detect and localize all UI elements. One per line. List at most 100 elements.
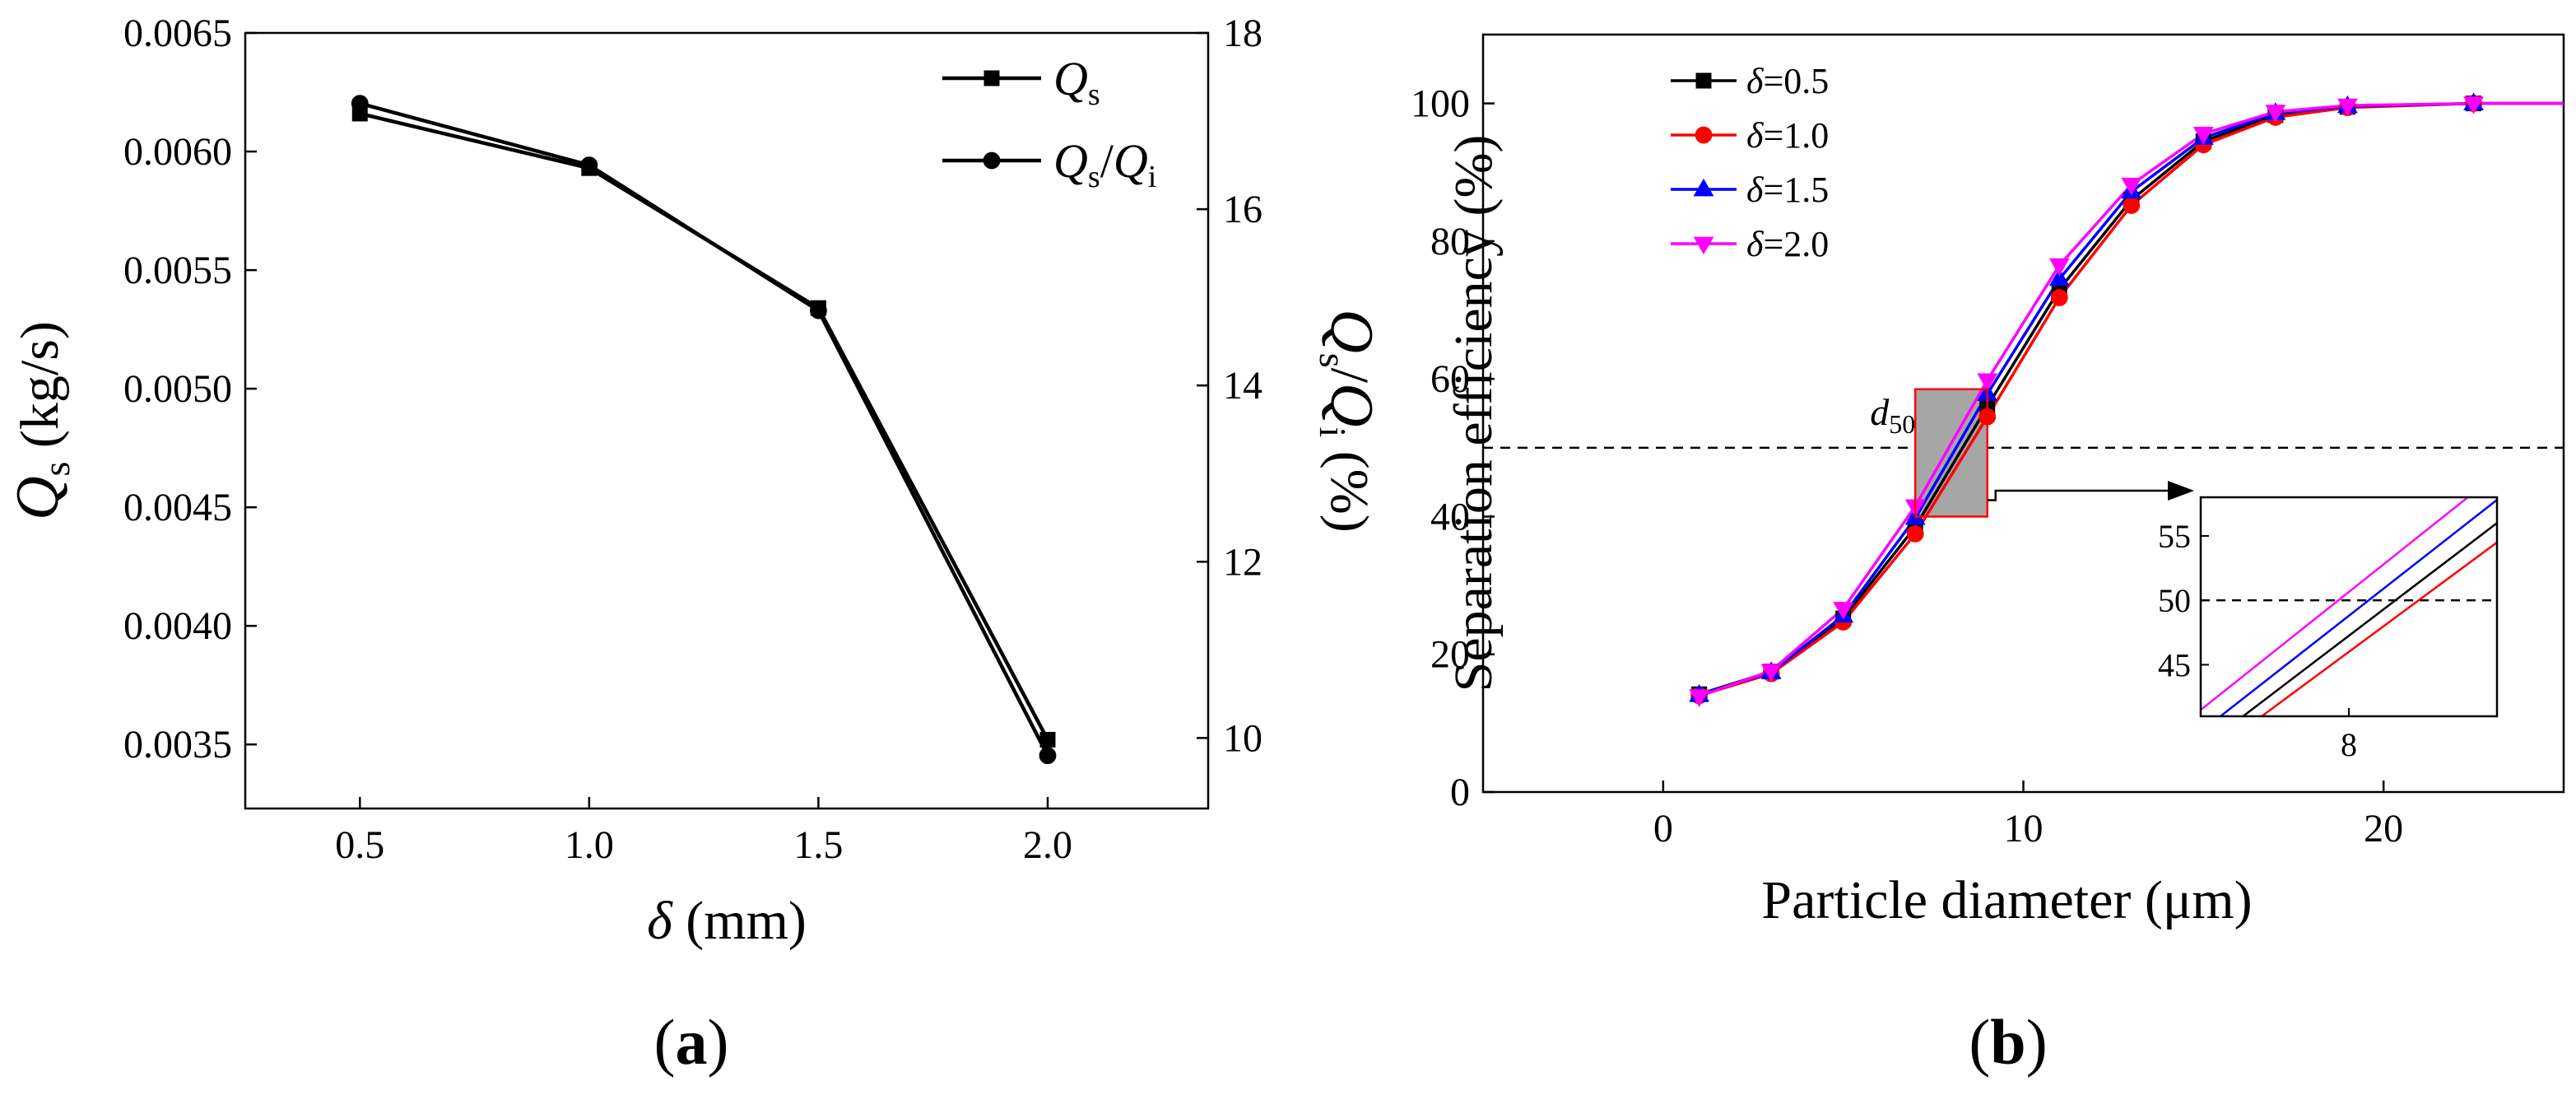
panel-label-paren: ) bbox=[2026, 1006, 2048, 1078]
legend-symbol: Q bbox=[1114, 134, 1148, 188]
data-point bbox=[2123, 197, 2141, 214]
y-axis-label-symbol: Q bbox=[4, 476, 72, 520]
y2-tick-label: 18 bbox=[1223, 12, 1262, 55]
legend-slash: / bbox=[1100, 134, 1114, 188]
legend-label: δ=1.5 bbox=[1746, 170, 1829, 210]
legend-label: Qs bbox=[1053, 52, 1100, 112]
x-axis-label: δ (mm) bbox=[647, 891, 807, 951]
legend-marker bbox=[983, 151, 1001, 170]
data-point bbox=[1760, 664, 1782, 682]
y2-axis-label-slash: / bbox=[1319, 368, 1379, 384]
y-tick-label: 0.0045 bbox=[123, 486, 232, 529]
legend-symbol: Q bbox=[1053, 52, 1088, 105]
series-group bbox=[1689, 92, 2564, 707]
inset-background bbox=[2201, 497, 2497, 716]
y2-axis-label: Qs/Qi (%) bbox=[1312, 309, 1385, 532]
y-tick-label: 20 bbox=[1430, 633, 1470, 677]
data-point bbox=[2265, 105, 2286, 123]
y2-axis-label-subscript: s bbox=[1312, 353, 1354, 368]
legend-subscript: s bbox=[1088, 160, 1100, 194]
panel-label: (a) bbox=[654, 1006, 729, 1078]
legend-value: =1.5 bbox=[1763, 170, 1829, 210]
data-point bbox=[1906, 524, 1924, 543]
legend-subscript: s bbox=[1088, 77, 1100, 112]
y2-axis-label-unit: (%) bbox=[1319, 437, 1379, 532]
data-point bbox=[2121, 177, 2142, 196]
legend-label: Qs/Qi bbox=[1053, 134, 1156, 194]
legend-marker bbox=[1693, 178, 1714, 197]
y-tick-label: 0.0035 bbox=[123, 723, 232, 766]
inset-x-tick-label: 8 bbox=[2341, 726, 2357, 763]
reference-label-symbol: d bbox=[1870, 391, 1890, 433]
y2-tick-label: 10 bbox=[1223, 716, 1262, 760]
y-tick-label: 0.0040 bbox=[123, 604, 232, 648]
reference-label-subscript: 50 bbox=[1889, 409, 1915, 439]
legend-marker bbox=[1695, 126, 1713, 144]
panel-label-letter: a bbox=[676, 1006, 708, 1078]
y2-axis-label-symbol: Q bbox=[1318, 309, 1385, 352]
y2-tick-label: 16 bbox=[1223, 188, 1262, 231]
legend-label: δ=0.5 bbox=[1746, 61, 1829, 101]
chart-a: 0.5 1.0 1.5 2.0 0.0035 0.0040 0.0045 0.0050 0.00… bbox=[4, 12, 1385, 1078]
y2-tick-label: 12 bbox=[1223, 540, 1262, 584]
y-axis-label: Qs (kg/s) bbox=[4, 321, 77, 520]
legend-symbol: δ bbox=[1746, 61, 1765, 101]
x-tick-label: 0.5 bbox=[335, 823, 384, 867]
data-point bbox=[1039, 747, 1057, 765]
series-line bbox=[359, 101, 1050, 757]
data-point bbox=[2337, 98, 2358, 117]
y-tick-label: 0 bbox=[1450, 771, 1470, 814]
legend-value: =2.0 bbox=[1763, 224, 1829, 264]
series-line bbox=[1699, 101, 2564, 698]
panel-label-paren: ( bbox=[1969, 1006, 1990, 1078]
x-tick-label: 20 bbox=[2364, 807, 2403, 850]
x-axis-label: Particle diameter (μm) bbox=[1761, 870, 2252, 930]
panel-label-paren: ) bbox=[708, 1006, 729, 1078]
data-point bbox=[1689, 689, 1710, 707]
legend-value: =1.0 bbox=[1763, 115, 1829, 156]
x-tick-label: 10 bbox=[2004, 807, 2044, 850]
data-point bbox=[810, 301, 827, 319]
panel-label-paren: ( bbox=[654, 1006, 676, 1078]
plot-frame bbox=[244, 31, 1210, 810]
legend-symbol: Q bbox=[1053, 134, 1088, 188]
data-point bbox=[1833, 602, 1854, 620]
series-line bbox=[359, 111, 1049, 741]
inset-y-tick-label: 45 bbox=[2158, 646, 2191, 683]
data-point bbox=[580, 156, 598, 174]
legend-marker bbox=[983, 70, 1000, 86]
y2-axis-label-subscript: i bbox=[1312, 426, 1354, 437]
y-tick-label: 80 bbox=[1430, 220, 1470, 263]
data-point bbox=[2050, 289, 2068, 306]
legend-symbol: δ bbox=[1746, 170, 1765, 210]
x-axis-label-symbol: δ bbox=[647, 891, 673, 951]
y2-tick-label: 14 bbox=[1223, 364, 1262, 408]
y-tick-label: 0.0050 bbox=[123, 367, 232, 411]
y-tick-label: 0.0060 bbox=[123, 130, 232, 174]
legend-value: =0.5 bbox=[1763, 61, 1829, 101]
x-tick-label: 2.0 bbox=[1023, 823, 1072, 867]
y-axis-label-unit: (kg/s) bbox=[10, 321, 70, 461]
y2-axis-label-symbol: Q bbox=[1318, 383, 1385, 426]
y-tick-label: 0.0065 bbox=[123, 12, 232, 55]
inset-connector bbox=[1987, 489, 2171, 501]
legend-marker bbox=[1695, 72, 1712, 89]
y-axis-label-subscript: s bbox=[35, 462, 77, 477]
highlight-box-outline bbox=[1913, 388, 1988, 518]
legend-marker bbox=[1693, 236, 1714, 255]
legend-subscript: i bbox=[1148, 160, 1157, 194]
reference-line-label: d50 bbox=[1870, 391, 1915, 439]
x-axis-label-unit: (mm) bbox=[672, 891, 807, 951]
y-tick-label: 100 bbox=[1411, 82, 1470, 126]
panel-label: (b) bbox=[1969, 1006, 2047, 1078]
legend-symbol: δ bbox=[1746, 115, 1765, 156]
legend-label: δ=1.0 bbox=[1746, 115, 1829, 156]
y-axis-label: Separation efficiency (%) bbox=[1444, 135, 1504, 692]
inset-y-tick-label: 55 bbox=[2158, 518, 2191, 555]
data-point bbox=[2463, 96, 2484, 114]
data-point bbox=[351, 95, 369, 113]
inset-connector-arrowhead bbox=[2168, 481, 2194, 501]
data-point bbox=[2192, 127, 2214, 145]
legend: δ=0.5δ=1.0δ=1.5δ=2.0 bbox=[1671, 61, 1829, 264]
